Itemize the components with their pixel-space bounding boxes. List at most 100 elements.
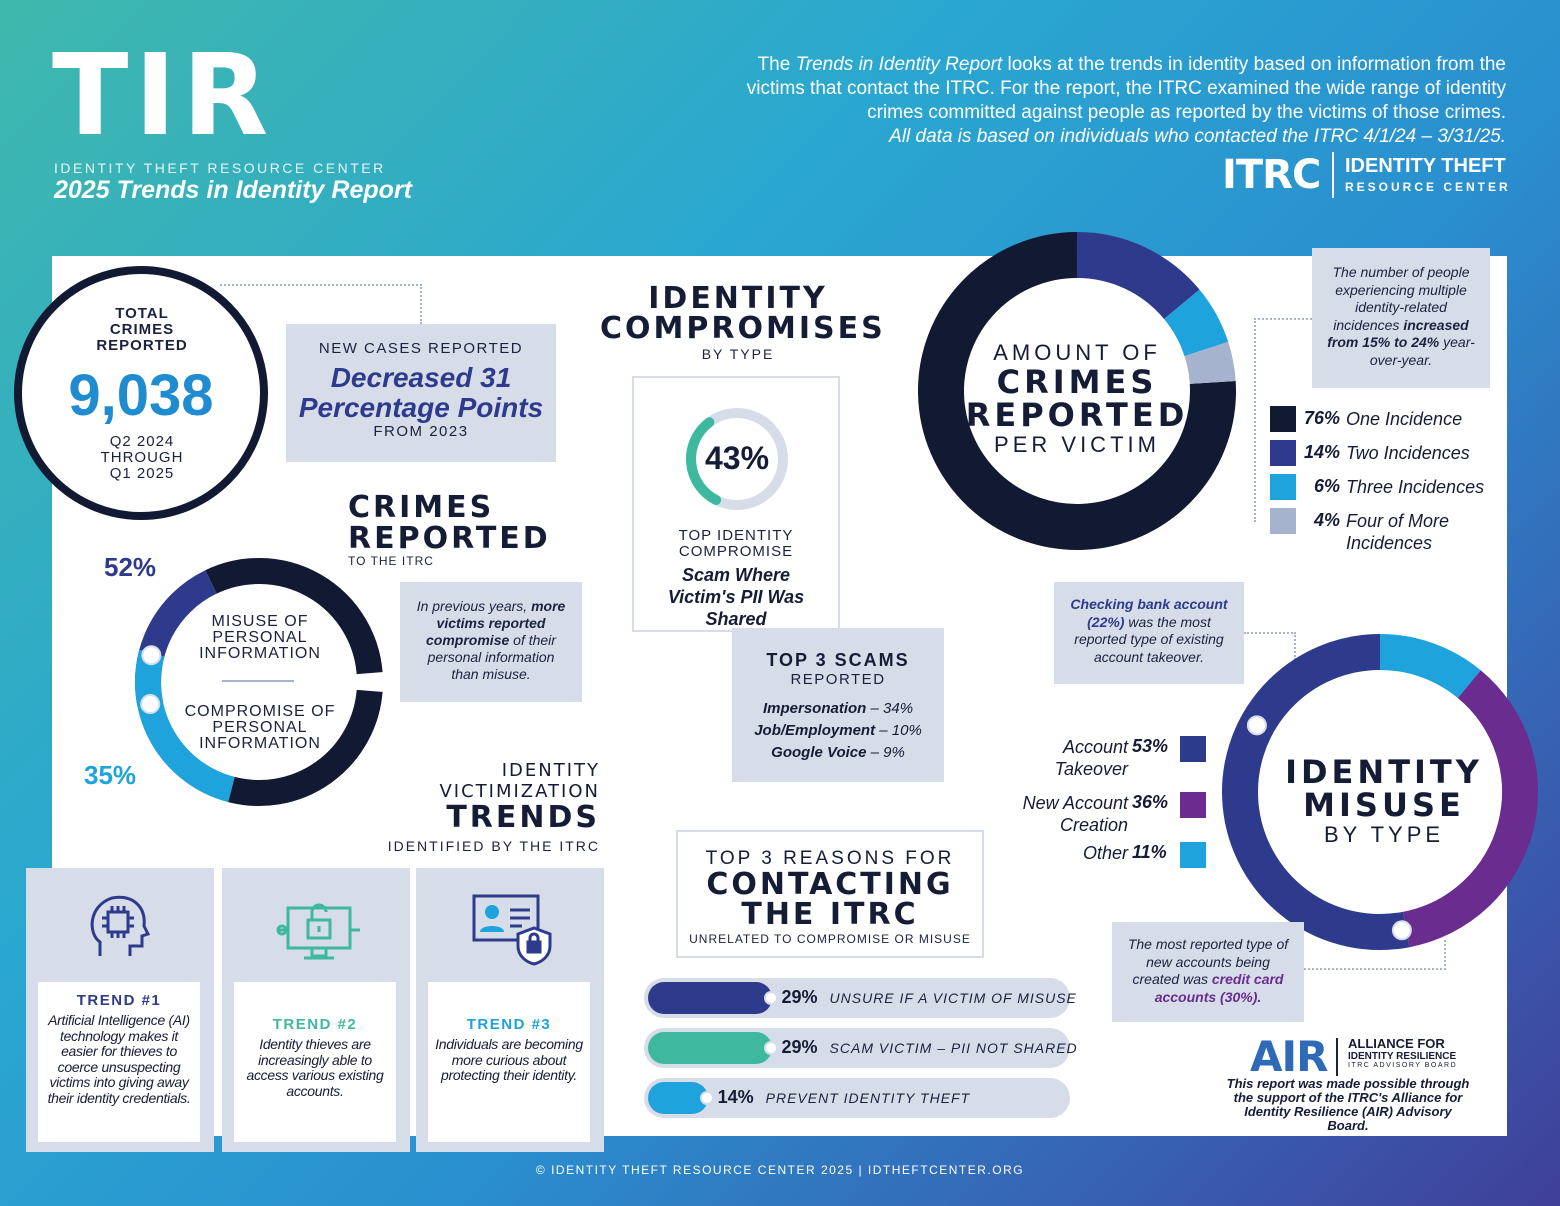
per-victim-note: The number of people experiencing multip… (1312, 248, 1490, 388)
legend-pct: 4% (1313, 510, 1340, 530)
legend-swatch (1270, 440, 1296, 466)
legend-swatch (1180, 842, 1206, 868)
air-name-1: ALLIANCE FOR (1348, 1036, 1445, 1051)
misuse-takeover-segment (1222, 634, 1410, 950)
reason-label: UNSURE IF A VICTIM OF MISUSE (829, 990, 1077, 1006)
reason-bar-fill (648, 982, 772, 1014)
legend-swatch (1180, 736, 1206, 762)
trends-title: IDENTITY VICTIMIZATION TRENDS IDENTIFIED… (380, 760, 600, 854)
legend-label: Two Incidences (1346, 443, 1470, 463)
trend-text: Identity thieves are increasingly able t… (246, 1036, 384, 1099)
legend-label: Account Takeover (1054, 737, 1128, 779)
air-name-3: ITRC ADVISORY BOARD (1348, 1062, 1458, 1069)
legend-swatch (1180, 792, 1206, 818)
compromise-pct: 35% (84, 760, 137, 790)
crimes-reported-donut (135, 558, 383, 806)
itrc-logo-sub: RESOURCE CENTER (1345, 180, 1511, 194)
reason-bar-fill (648, 1082, 708, 1114)
total-crimes-circle (14, 266, 268, 520)
itrc-logo: ITRC (1222, 152, 1321, 198)
reason-bar: 14% PREVENT IDENTITY THEFT (644, 1078, 1070, 1118)
compromises-title-1: IDENTITY (648, 281, 828, 316)
new-cases-from: FROM 2023 (373, 423, 469, 440)
misuse-title: IDENTITY MISUSE BY TYPE (1276, 756, 1492, 848)
legend-pct: 53% (1132, 736, 1169, 756)
compromises-title: IDENTITY COMPROMISES (600, 281, 883, 344)
crimes-title-1: CRIMES (348, 490, 495, 525)
pv-title-4: PER VICTIM (994, 432, 1160, 457)
mu-title-1: IDENTITY (1285, 753, 1483, 791)
compromise-label: COMPROMISE OF PERSONAL INFORMATION (184, 703, 336, 752)
crimes-note-box: In previous years, more victims reported… (400, 582, 582, 702)
reasons-title-3: THE ITRC (741, 897, 919, 932)
air-name: ALLIANCE FOR IDENTITY RESILIENCE ITRC AD… (1348, 1036, 1457, 1069)
intro-text: The Trends in Identity Report looks at t… (746, 53, 1506, 149)
itrc-logo-name: IDENTITY THEFT (1345, 155, 1506, 177)
per-victim-title: AMOUNT OF CRIMES REPORTED PER VICTIM (960, 340, 1194, 458)
legend-pct: 11% (1132, 842, 1167, 862)
misuse-dot (140, 694, 161, 715)
trend-card: TREND #3 Individuals are becoming more cu… (416, 868, 604, 1152)
pv-title-2: CRIMES (996, 363, 1158, 401)
trend-text: Individuals are becoming more curious ab… (435, 1036, 583, 1083)
mu-title-3: BY TYPE (1323, 822, 1445, 847)
dotted-connector (1254, 318, 1312, 522)
compromise-desc: Scam Where Victim's PII Was Shared (667, 565, 805, 629)
scams-box: TOP 3 SCAMS REPORTED Impersonation – 34%… (732, 628, 944, 782)
dotted-connector (1304, 940, 1446, 970)
scams-sub: REPORTED (790, 671, 886, 688)
misuse-label: MISUSE OF PERSONAL INFORMATION (199, 613, 321, 662)
legend-swatch (1270, 406, 1296, 432)
note-bold: more victims reported compromise (426, 598, 566, 648)
tir-logo: TIR (52, 31, 275, 161)
reason-bar: 29% UNSURE IF A VICTIM OF MISUSE (644, 978, 1076, 1018)
report-title: 2025 Trends in Identity Report (54, 176, 412, 204)
misuse-dot-bottom (1391, 920, 1412, 941)
reason-bar-fill (648, 1032, 772, 1064)
note-part: was the most reported type of existing a… (1074, 613, 1224, 665)
compromise-pct: 43% (704, 440, 770, 476)
legend-swatch (1270, 508, 1296, 534)
legend-pct: 76% (1303, 408, 1340, 428)
reason-bar-dot (699, 1091, 714, 1105)
note-bold: Checking bank account (22%) (1070, 596, 1228, 630)
reason-bar-dot (763, 991, 778, 1005)
note-part: The number of people experiencing multip… (1332, 264, 1470, 333)
reason-pct: 29% (781, 1037, 818, 1057)
per-victim-segment-2 (1076, 232, 1200, 320)
crimes-reported-sub: TO THE ITRC (348, 554, 434, 568)
trend-text: Artificial Intelligence (AI) technology … (47, 1012, 191, 1106)
footer: © IDENTITY THEFT RESOURCE CENTER 2025 | … (535, 1163, 1025, 1177)
legend-label: One Incidence (1346, 409, 1463, 429)
scam-item: Google Voice – 9% (732, 742, 944, 764)
air-logo: AIR (1250, 1032, 1328, 1081)
trend-card-body: TREND #3 Individuals are becoming more cu… (428, 982, 590, 1142)
intro-note: All data is based on individuals who con… (889, 126, 1506, 147)
trends-sub: IDENTIFIED BY THE ITRC (387, 838, 600, 854)
ai-brain-icon (78, 886, 158, 971)
reasons-card: TOP 3 REASONS FOR CONTACTING THE ITRC UN… (678, 832, 982, 956)
trend-card: TREND #2 Identity thieves are increasingl… (222, 868, 410, 1152)
new-cases-line2: Percentage Points (298, 392, 544, 423)
legend-pct: 14% (1303, 442, 1340, 462)
legend-label: New Account Creation (1022, 793, 1128, 835)
scam-value: – 9% (866, 744, 905, 761)
misuse-rest-segment (205, 558, 383, 675)
scam-name: Impersonation (762, 700, 867, 717)
misuse-note2-box: The most reported type of new accounts b… (1112, 922, 1304, 1022)
new-cases-box: NEW CASES REPORTED Decreased 31 Percenta… (286, 324, 556, 462)
compromises-sub: BY TYPE (701, 346, 775, 362)
pv-title-1: AMOUNT OF (993, 340, 1161, 365)
misuse-note-box: Checking bank account (22%) was the most… (1054, 582, 1244, 684)
compromise-segment (135, 649, 235, 803)
dotted-connector (1244, 632, 1296, 660)
legend-label: Three Incidences (1346, 477, 1485, 497)
legend-label: Other (1082, 843, 1128, 863)
compromise-gauge (686, 408, 788, 510)
total-period: Q2 2024 THROUGH Q1 2025 (90, 434, 194, 482)
reasons-sub: UNRELATED TO COMPROMISE OR MISUSE (689, 932, 971, 946)
compromise-dot (141, 645, 162, 666)
intro-part: The (757, 54, 796, 75)
mu-title-2: MISUSE (1303, 786, 1465, 824)
legend-pct: 36% (1132, 792, 1169, 812)
